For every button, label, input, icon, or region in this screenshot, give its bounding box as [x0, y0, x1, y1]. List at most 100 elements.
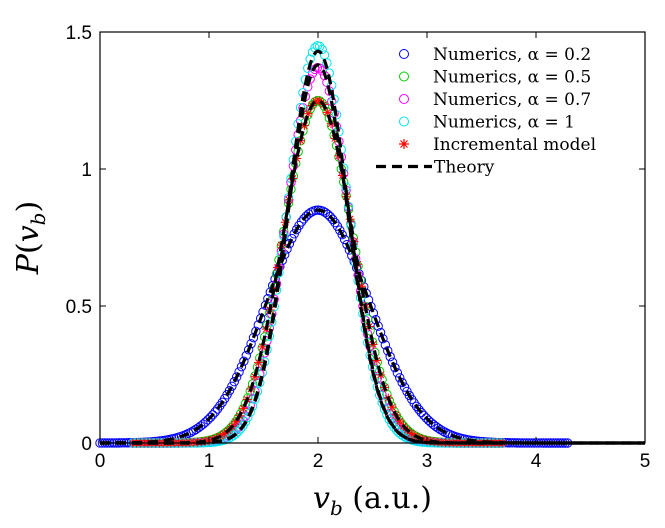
data-point [337, 229, 347, 240]
legend-item: Numerics, α = 1 [399, 113, 575, 133]
data-point [335, 225, 345, 235]
data-point [188, 426, 199, 436]
plot-frame [99, 31, 646, 444]
data-point [240, 417, 251, 427]
data-point [219, 429, 229, 439]
legend-item: Theory [376, 158, 495, 178]
data-point [389, 422, 399, 432]
y-tick-label: 0.5 [66, 297, 92, 318]
data-point [387, 402, 397, 412]
data-point [224, 385, 235, 396]
x-tick-label: 5 [640, 451, 651, 472]
data-point [238, 403, 248, 413]
legend-label: Incremental model [433, 135, 596, 155]
legend-label: Theory [434, 158, 495, 178]
data-point [239, 356, 249, 366]
data-point [229, 377, 239, 387]
legend-label: Numerics, α = 0.7 [433, 90, 591, 110]
data-point [306, 207, 316, 217]
data-point [193, 423, 204, 433]
data-point [241, 350, 251, 361]
data-point [317, 44, 327, 55]
data-point [299, 214, 309, 224]
data-point [184, 428, 194, 439]
legend-item: Incremental model [399, 135, 596, 155]
data-point [228, 420, 239, 430]
legend-marker [399, 71, 409, 82]
data-point [397, 377, 407, 388]
data-point [243, 412, 253, 423]
data-point [416, 407, 427, 418]
data-point [235, 424, 246, 434]
ticks-layer: 0 1 2 3 4 5 0 0.5 1 1.5 [66, 23, 651, 472]
data-point [414, 404, 424, 415]
data-point [392, 368, 403, 378]
data-point [233, 426, 243, 437]
data-point [372, 356, 382, 366]
data-point [327, 80, 337, 90]
data-point [205, 412, 216, 423]
theory-curve-3 [100, 49, 645, 445]
axis-labels: vb (a.u.) P(vb) [11, 201, 432, 520]
data-point [231, 417, 241, 427]
y-tick-label: 1 [81, 160, 92, 181]
series-0-markers [95, 205, 573, 448]
data-point [396, 429, 406, 440]
data-point [357, 281, 367, 291]
y-tick-label: 0 [81, 434, 92, 455]
data-point [231, 372, 242, 382]
data-point [319, 101, 330, 112]
y-tick-label: 1.5 [66, 23, 92, 44]
data-point [299, 121, 309, 131]
data-point [395, 416, 405, 426]
data-point [387, 357, 398, 367]
data-point [421, 435, 431, 445]
data-point [303, 109, 313, 119]
data-point [390, 362, 400, 373]
data-point [431, 421, 441, 432]
data-point [234, 367, 244, 377]
data-point [322, 107, 332, 117]
legend-marker [399, 139, 409, 149]
legend-marker [399, 116, 409, 127]
data-point [282, 244, 292, 254]
legend-marker [399, 49, 409, 59]
data-point [208, 410, 218, 420]
data-point [317, 66, 327, 76]
legend-item: Numerics, α = 0.7 [399, 90, 591, 110]
data-point [305, 104, 315, 114]
data-point [191, 424, 201, 435]
data-point [303, 209, 314, 219]
data-point [433, 423, 443, 433]
data-point [339, 234, 350, 245]
data-point [419, 410, 429, 421]
data-point [250, 372, 260, 382]
x-tick-label: 4 [531, 451, 542, 472]
data-point [325, 211, 335, 222]
data-point [231, 429, 241, 439]
data-point [289, 229, 299, 239]
data-point [323, 209, 333, 220]
y-axis-label: P(vb) [11, 201, 50, 275]
data-point [303, 63, 313, 73]
data-point [186, 427, 196, 437]
legend-marker [399, 94, 409, 104]
legend-item: Numerics, α = 0.2 [399, 45, 591, 65]
x-tick-label: 0 [95, 451, 106, 472]
data-point [296, 217, 307, 227]
data-point [203, 415, 213, 425]
data-point [406, 428, 416, 438]
data-point [254, 358, 264, 368]
data-point [435, 424, 446, 435]
data-point [212, 404, 223, 414]
legend-label: Numerics, α = 1 [433, 113, 575, 133]
x-axis-label: vb (a.u.) [313, 481, 432, 520]
data-point [236, 361, 247, 372]
theory-curve-1 [100, 98, 645, 445]
data-point [411, 401, 422, 412]
data-point [327, 214, 338, 225]
data-point [338, 171, 348, 181]
data-point [273, 262, 283, 272]
